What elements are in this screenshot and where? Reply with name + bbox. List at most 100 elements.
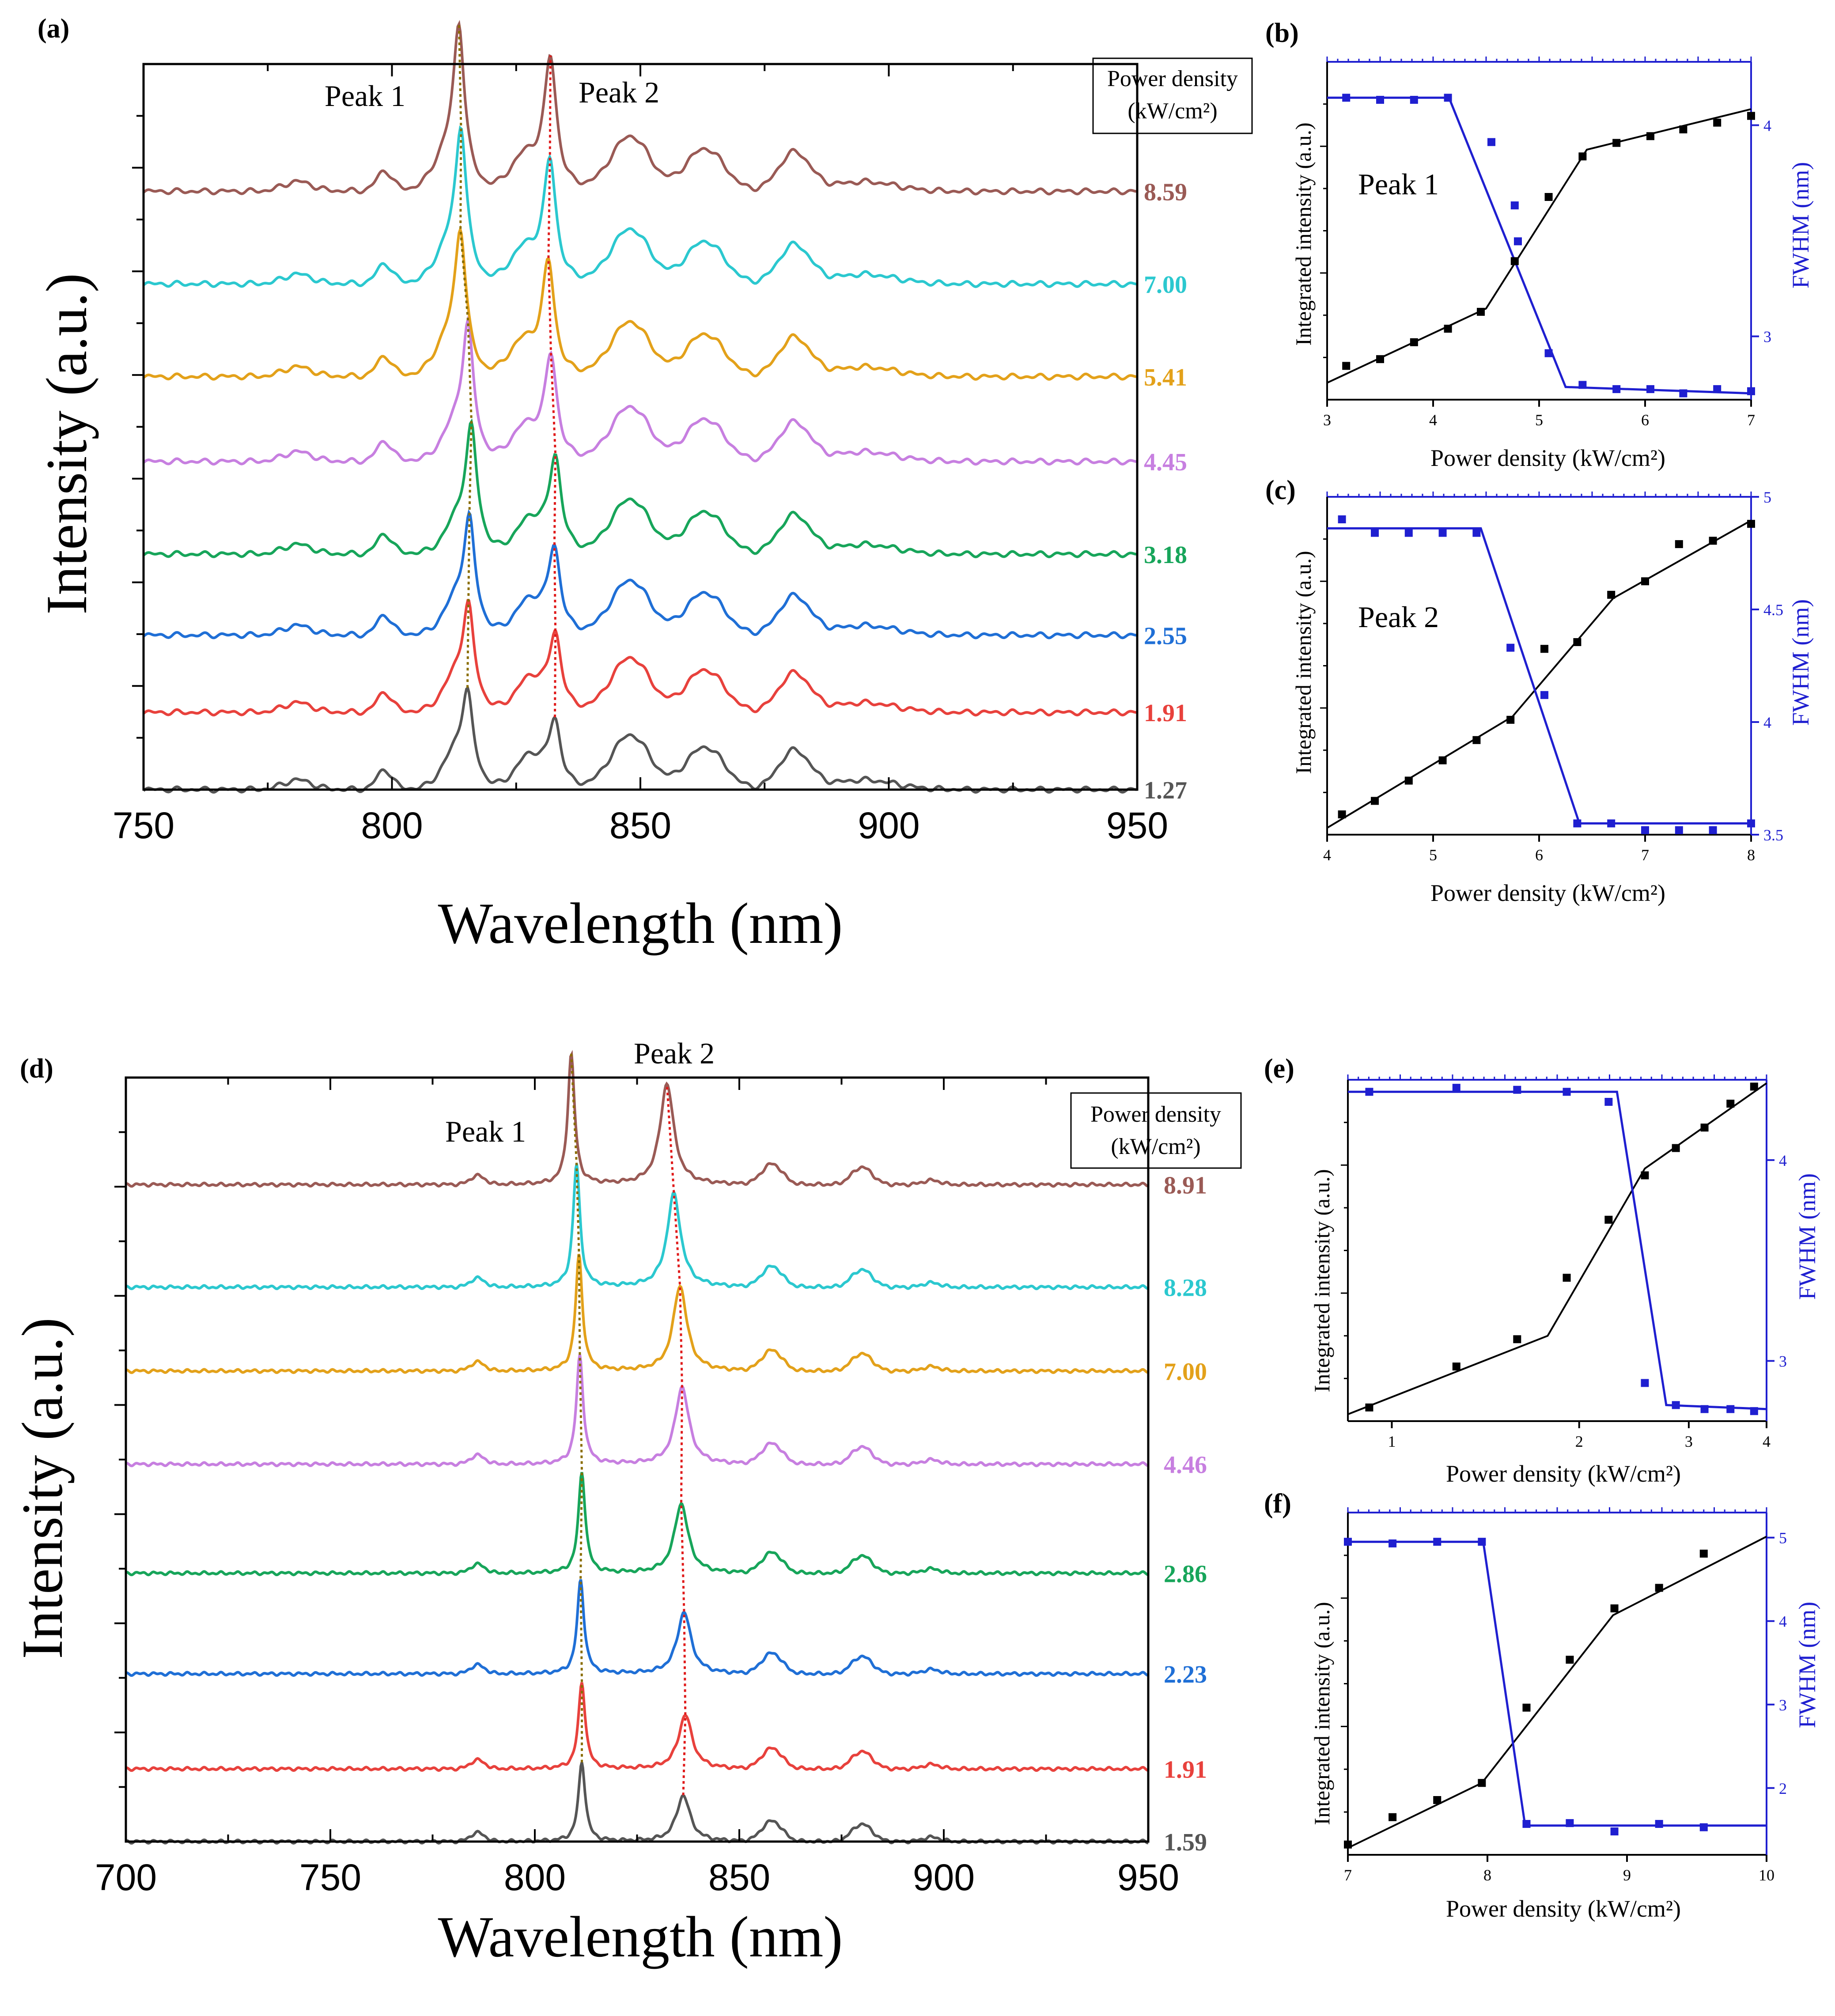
panel-b-intensity-point [1545,193,1553,201]
panel-e-intensity-point [1604,1216,1612,1224]
panel-f-fwhm-point [1700,1823,1708,1831]
panel-b-intensity-point [1477,308,1485,316]
panel-a-legend-title-line1: Power density [1107,66,1238,91]
panel-c-y2tick-label: 3.5 [1763,826,1783,844]
panel-c-intensity-point [1747,520,1755,528]
panel-f-intensity-point [1522,1704,1530,1712]
panel-e-fwhm-point [1701,1405,1709,1413]
panel-e-xtick-label: 1 [1388,1433,1396,1450]
panel-e-fwhm-point [1513,1086,1521,1094]
panel-b-xtick-label: 4 [1429,411,1437,429]
panel-d-annotation-peak2: Peak 2 [634,1036,715,1070]
panel-f-xtick-label: 10 [1759,1866,1774,1884]
panel-e-intensity-point [1726,1100,1734,1108]
panel-f-intensity-point [1344,1841,1352,1849]
panel-b-y2tick-label: 3 [1763,328,1771,346]
panel-a-series-label: 4.45 [1144,449,1187,476]
panel-d-legend-title-line1: Power density [1090,1102,1221,1127]
panel-b-ylabel: Integrated intensity (a.u.) [1291,122,1316,345]
panel-f-xtick-label: 8 [1483,1866,1491,1884]
panel-b-y2label: FWHM (nm) [1787,162,1814,288]
panel-a-xtick-label: 950 [1106,805,1168,846]
panel-e-xlabel: Power density (kW/cm²) [1446,1460,1681,1487]
panel-c-intensity-point [1675,540,1683,548]
panel-e-intensity-point [1563,1274,1571,1282]
panel-b-fwhm-point [1376,96,1384,104]
panel-c-intensity-point [1506,716,1514,724]
panel-c-intensity-point [1439,756,1447,764]
panel-f-y2tick-label: 4 [1779,1613,1787,1630]
panel-a-series-label: 3.18 [1144,541,1187,569]
panel-c-fwhm-point [1607,820,1615,828]
panel-c-xtick-label: 8 [1747,846,1755,864]
panel-e-xtick-label: 4 [1763,1433,1771,1450]
panel-b-fwhm-point [1747,387,1755,395]
panel-b-fwhm-point [1545,349,1553,357]
panel-f-intensity-point [1389,1813,1396,1821]
panel-e-fwhm-point [1641,1379,1649,1387]
panel-f-intensity-point [1478,1779,1486,1787]
panel-c-fwhm-point [1371,529,1379,537]
panel-f-intensity-point [1433,1796,1441,1804]
panel-b-fwhm-point [1342,94,1350,102]
panel-b-intensity-point [1511,257,1519,265]
panel-f-fwhm-point [1655,1820,1663,1828]
panel-b-intensity-point [1713,119,1721,127]
panel-e-intensity-point [1641,1171,1649,1179]
panel-a-xlabel: Wavelength (nm) [438,891,843,956]
panel-c-y2tick-label: 5 [1763,488,1771,506]
panel-e-intensity-point [1453,1362,1460,1370]
panel-d-series-label: 1.91 [1164,1756,1207,1783]
panel-c-intensity-point [1709,537,1717,545]
panel-c-intensity-point [1338,810,1346,818]
panel-f-fwhm-point [1522,1820,1530,1828]
panel-c-xlabel: Power density (kW/cm²) [1430,880,1665,906]
panel-f-xtick-label: 7 [1344,1866,1352,1884]
panel-f-y2tick-label: 3 [1779,1696,1787,1714]
panel-b-intensity-point [1376,355,1384,363]
panel-b-fwhm-point [1713,385,1721,393]
panel-d-series-label: 8.91 [1164,1172,1207,1199]
panel-c-fwhm-point [1641,826,1649,834]
panel-d-ylabel: Intensity (a.u.) [10,1317,75,1659]
panel-d-series-label: 8.28 [1164,1275,1207,1302]
panel-b-label: (b) [1265,18,1299,48]
panel-b-xtick-label: 3 [1323,411,1331,429]
panel-c-intensity-point [1607,591,1615,599]
panel-e-intensity-point [1672,1144,1680,1152]
panel-a-series-label: 5.41 [1144,364,1187,391]
panel-e-intensity-point [1513,1335,1521,1343]
panel-f-fwhm-point [1433,1538,1441,1546]
panel-d-series-label: 4.46 [1164,1452,1207,1479]
panel-c-fwhm-point [1506,644,1514,652]
panel-b-fwhm-point [1679,390,1687,397]
panel-d-legend-title-line2: (kW/cm²) [1111,1134,1200,1159]
panel-a-legend-title-line2: (kW/cm²) [1127,98,1217,124]
panel-d-xtick-label: 700 [95,1857,157,1898]
panel-f-y2tick-label: 5 [1779,1529,1787,1547]
panel-b-intensity-point [1410,338,1418,346]
panel-b-fwhm-point [1612,385,1620,393]
panel-b-intensity-point [1646,132,1654,140]
panel-f-y2tick-label: 2 [1779,1780,1787,1797]
panel-a-annotation-peak2: Peak 2 [579,76,659,109]
panel-f-intensity-point [1566,1656,1574,1664]
panel-f-xlabel: Power density (kW/cm²) [1446,1895,1681,1922]
panel-b-fwhm-point [1646,385,1654,393]
panel-a-xtick-label: 850 [609,805,671,846]
panel-d-xlabel: Wavelength (nm) [438,1904,843,1969]
panel-b-xtick-label: 5 [1535,411,1543,429]
panel-a-series-label: 7.00 [1144,271,1187,299]
panel-f-fwhm-point [1566,1819,1574,1827]
panel-a-xtick-label: 750 [113,805,174,846]
panel-b-fwhm-point [1578,381,1586,389]
panel-b-intensity-point [1578,152,1586,160]
panel-c-xtick-label: 7 [1641,846,1649,864]
panel-e-y2tick-label: 4 [1779,1152,1787,1169]
panel-d-xtick-label: 850 [708,1857,770,1898]
panel-d-series-label: 2.86 [1164,1560,1207,1588]
panel-b-xlabel: Power density (kW/cm²) [1430,445,1665,471]
panel-d-label: (d) [20,1054,53,1084]
panel-c-y2tick-label: 4.5 [1763,601,1783,619]
panel-a-series-label: 1.27 [1144,777,1187,804]
